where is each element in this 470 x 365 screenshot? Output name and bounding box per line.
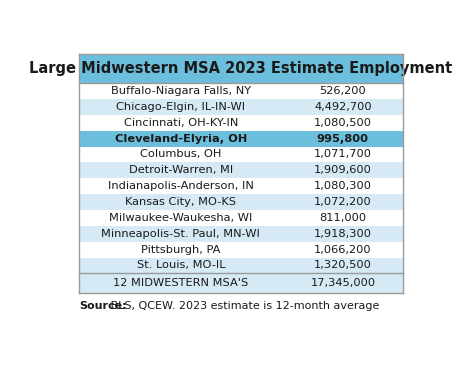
Text: Cincinnati, OH-KY-IN: Cincinnati, OH-KY-IN [124, 118, 238, 128]
Text: 811,000: 811,000 [319, 213, 367, 223]
Text: 1,918,300: 1,918,300 [314, 229, 372, 239]
Text: Kansas City, MO-KS: Kansas City, MO-KS [125, 197, 236, 207]
Text: 1,080,500: 1,080,500 [314, 118, 372, 128]
Bar [79, 210, 403, 226]
Bar [79, 99, 403, 115]
Text: 1,909,600: 1,909,600 [314, 165, 372, 175]
Text: Source:: Source: [79, 301, 126, 311]
Bar [79, 258, 403, 273]
Text: 1,320,500: 1,320,500 [314, 261, 372, 270]
Text: Pittsburgh, PA: Pittsburgh, PA [141, 245, 220, 255]
Bar [79, 242, 403, 258]
Bar [79, 54, 403, 83]
Text: 1,066,200: 1,066,200 [314, 245, 372, 255]
Text: 995,800: 995,800 [317, 134, 369, 144]
Text: 1,072,200: 1,072,200 [314, 197, 372, 207]
Bar [79, 273, 403, 292]
Text: St. Louis, MO-IL: St. Louis, MO-IL [136, 261, 225, 270]
Text: Columbus, OH: Columbus, OH [140, 150, 221, 160]
Text: Large Midwestern MSA 2023 Estimate Employment: Large Midwestern MSA 2023 Estimate Emplo… [29, 61, 453, 76]
Text: Buffalo-Niagara Falls, NY: Buffalo-Niagara Falls, NY [111, 86, 251, 96]
Text: Cleveland-Elyria, OH: Cleveland-Elyria, OH [115, 134, 247, 144]
Bar [79, 83, 403, 99]
Text: Milwaukee-Waukesha, WI: Milwaukee-Waukesha, WI [109, 213, 252, 223]
Bar [79, 147, 403, 162]
Bar [79, 226, 403, 242]
Text: Detroit-Warren, MI: Detroit-Warren, MI [129, 165, 233, 175]
Text: 526,200: 526,200 [320, 86, 366, 96]
Bar [79, 115, 403, 131]
Bar [79, 131, 403, 147]
Text: 17,345,000: 17,345,000 [310, 278, 376, 288]
Bar [79, 162, 403, 178]
Bar [79, 194, 403, 210]
Text: Indianapolis-Anderson, IN: Indianapolis-Anderson, IN [108, 181, 254, 191]
Text: Minneapolis-St. Paul, MN-WI: Minneapolis-St. Paul, MN-WI [102, 229, 260, 239]
Text: 1,080,300: 1,080,300 [314, 181, 372, 191]
Text: BLS, QCEW. 2023 estimate is 12-month average: BLS, QCEW. 2023 estimate is 12-month ave… [107, 301, 380, 311]
Bar [79, 178, 403, 194]
Text: 4,492,700: 4,492,700 [314, 102, 372, 112]
Text: Chicago-Elgin, IL-IN-WI: Chicago-Elgin, IL-IN-WI [116, 102, 245, 112]
Text: 1,071,700: 1,071,700 [314, 150, 372, 160]
Text: 12 MIDWESTERN MSA'S: 12 MIDWESTERN MSA'S [113, 278, 249, 288]
